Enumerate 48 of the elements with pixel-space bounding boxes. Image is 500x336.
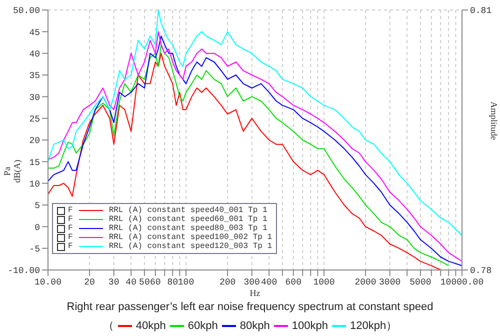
y-tick-label: 25: [29, 114, 40, 125]
text: F RRL (A) constant speed100_002 Tp 1: [68, 233, 272, 242]
y2-axis-title: Amplitude: [488, 102, 499, 140]
x-tick-label: 60: [150, 277, 161, 288]
y-tick-label: 45: [29, 28, 40, 38]
y2-tick-label: 0.78: [470, 266, 492, 276]
text: F RRL (A) constant speed40_001 Tp 1: [68, 206, 268, 215]
x-tick-label: 30: [108, 277, 120, 288]
y-tick-label: -10.00: [8, 266, 40, 276]
text: F RRL (A) constant speed80_003 Tp 1: [68, 224, 268, 233]
x-axis-title: Hz: [250, 288, 260, 298]
text: ）: [386, 319, 398, 333]
y-tick-label: 20: [29, 136, 40, 146]
x-tick-label: 10.00: [34, 277, 62, 288]
x-tick-label: 100: [178, 277, 194, 288]
x-tick-label: 20: [84, 277, 95, 288]
text: F RRL (A) constant speed120_003 Tp 1: [68, 242, 272, 251]
x-tick-label: 10000.00: [440, 277, 484, 288]
y-tick-label: 35: [29, 71, 40, 82]
y-tick-label: 10: [29, 180, 40, 190]
y-tick-label: -5: [29, 244, 40, 255]
y2-tick-label: 0.81: [470, 6, 492, 16]
y-tick-label: 50.00: [12, 6, 40, 16]
text: （: [102, 319, 114, 333]
y-tick-label: 0: [34, 222, 40, 233]
y-tick-label: 30: [29, 92, 40, 103]
legend-label: 120kph: [350, 320, 386, 332]
x-tick-label: 80: [167, 277, 178, 288]
x-tick-label: 5000: [410, 277, 432, 288]
y-tick-label: 15: [29, 158, 40, 168]
x-tick-label: 2000: [354, 277, 376, 288]
x-tick-label: 40: [126, 277, 136, 288]
legend-label: 100kph: [292, 320, 328, 332]
y-tick-label: 40: [29, 50, 40, 60]
legend-label: 80kph: [240, 320, 270, 332]
x-tick-label: 50: [139, 277, 150, 288]
y-axis-title: Pa dB(A): [2, 160, 22, 183]
x-tick-label: 600: [285, 277, 302, 288]
x-tick-label: 300: [244, 277, 260, 288]
legend-label: 40kph: [136, 320, 166, 332]
text: Right rear passenger’s left ear noise frequency spectrum at constant speed: [66, 301, 434, 313]
x-tick-label: 200: [219, 277, 236, 288]
legend-label: 60kph: [188, 320, 218, 332]
x-tick-label: 1000: [313, 277, 335, 288]
x-tick-label: 400: [260, 277, 278, 288]
y-tick-label: 5: [34, 201, 40, 212]
x-tick-label: 3000: [379, 277, 401, 288]
text: F RRL (A) constant speed60_001 Tp 1: [68, 215, 268, 224]
